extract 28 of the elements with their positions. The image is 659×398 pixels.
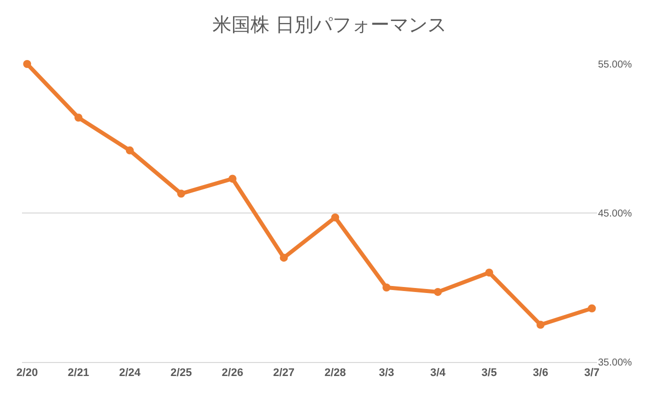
x-tick-label: 3/4 bbox=[430, 367, 446, 380]
point bbox=[536, 320, 545, 329]
point bbox=[23, 60, 32, 68]
x-tick-label: 3/6 bbox=[532, 367, 548, 380]
point bbox=[485, 268, 494, 277]
x-tick-label: 2/20 bbox=[16, 367, 38, 380]
point bbox=[434, 288, 442, 296]
x-tick-label: 3/3 bbox=[378, 367, 394, 380]
y-tick-label: 55.00% bbox=[598, 60, 632, 70]
point bbox=[331, 213, 340, 222]
x-tick-label: 2/28 bbox=[324, 367, 346, 380]
point bbox=[382, 284, 391, 292]
point bbox=[228, 174, 236, 183]
point bbox=[126, 146, 134, 154]
x-tick-label: 2/21 bbox=[68, 367, 90, 380]
point bbox=[588, 304, 596, 312]
x-tick-label: 2/26 bbox=[222, 367, 244, 380]
y-tick-label: 45.00% bbox=[598, 208, 632, 220]
point bbox=[280, 254, 288, 262]
y-tick-label: 35.00% bbox=[598, 358, 632, 368]
point bbox=[74, 114, 82, 122]
x-tick-label: 2/27 bbox=[273, 367, 295, 380]
x-tick-label: 2/25 bbox=[170, 367, 192, 380]
x-tick-label: 3/5 bbox=[482, 367, 497, 380]
chart-title: 米国株 日別パフォーマンス bbox=[212, 14, 447, 36]
point bbox=[177, 190, 186, 198]
x-tick-label: 2/24 bbox=[119, 367, 142, 380]
x-tick-label: 3/7 bbox=[584, 367, 600, 380]
